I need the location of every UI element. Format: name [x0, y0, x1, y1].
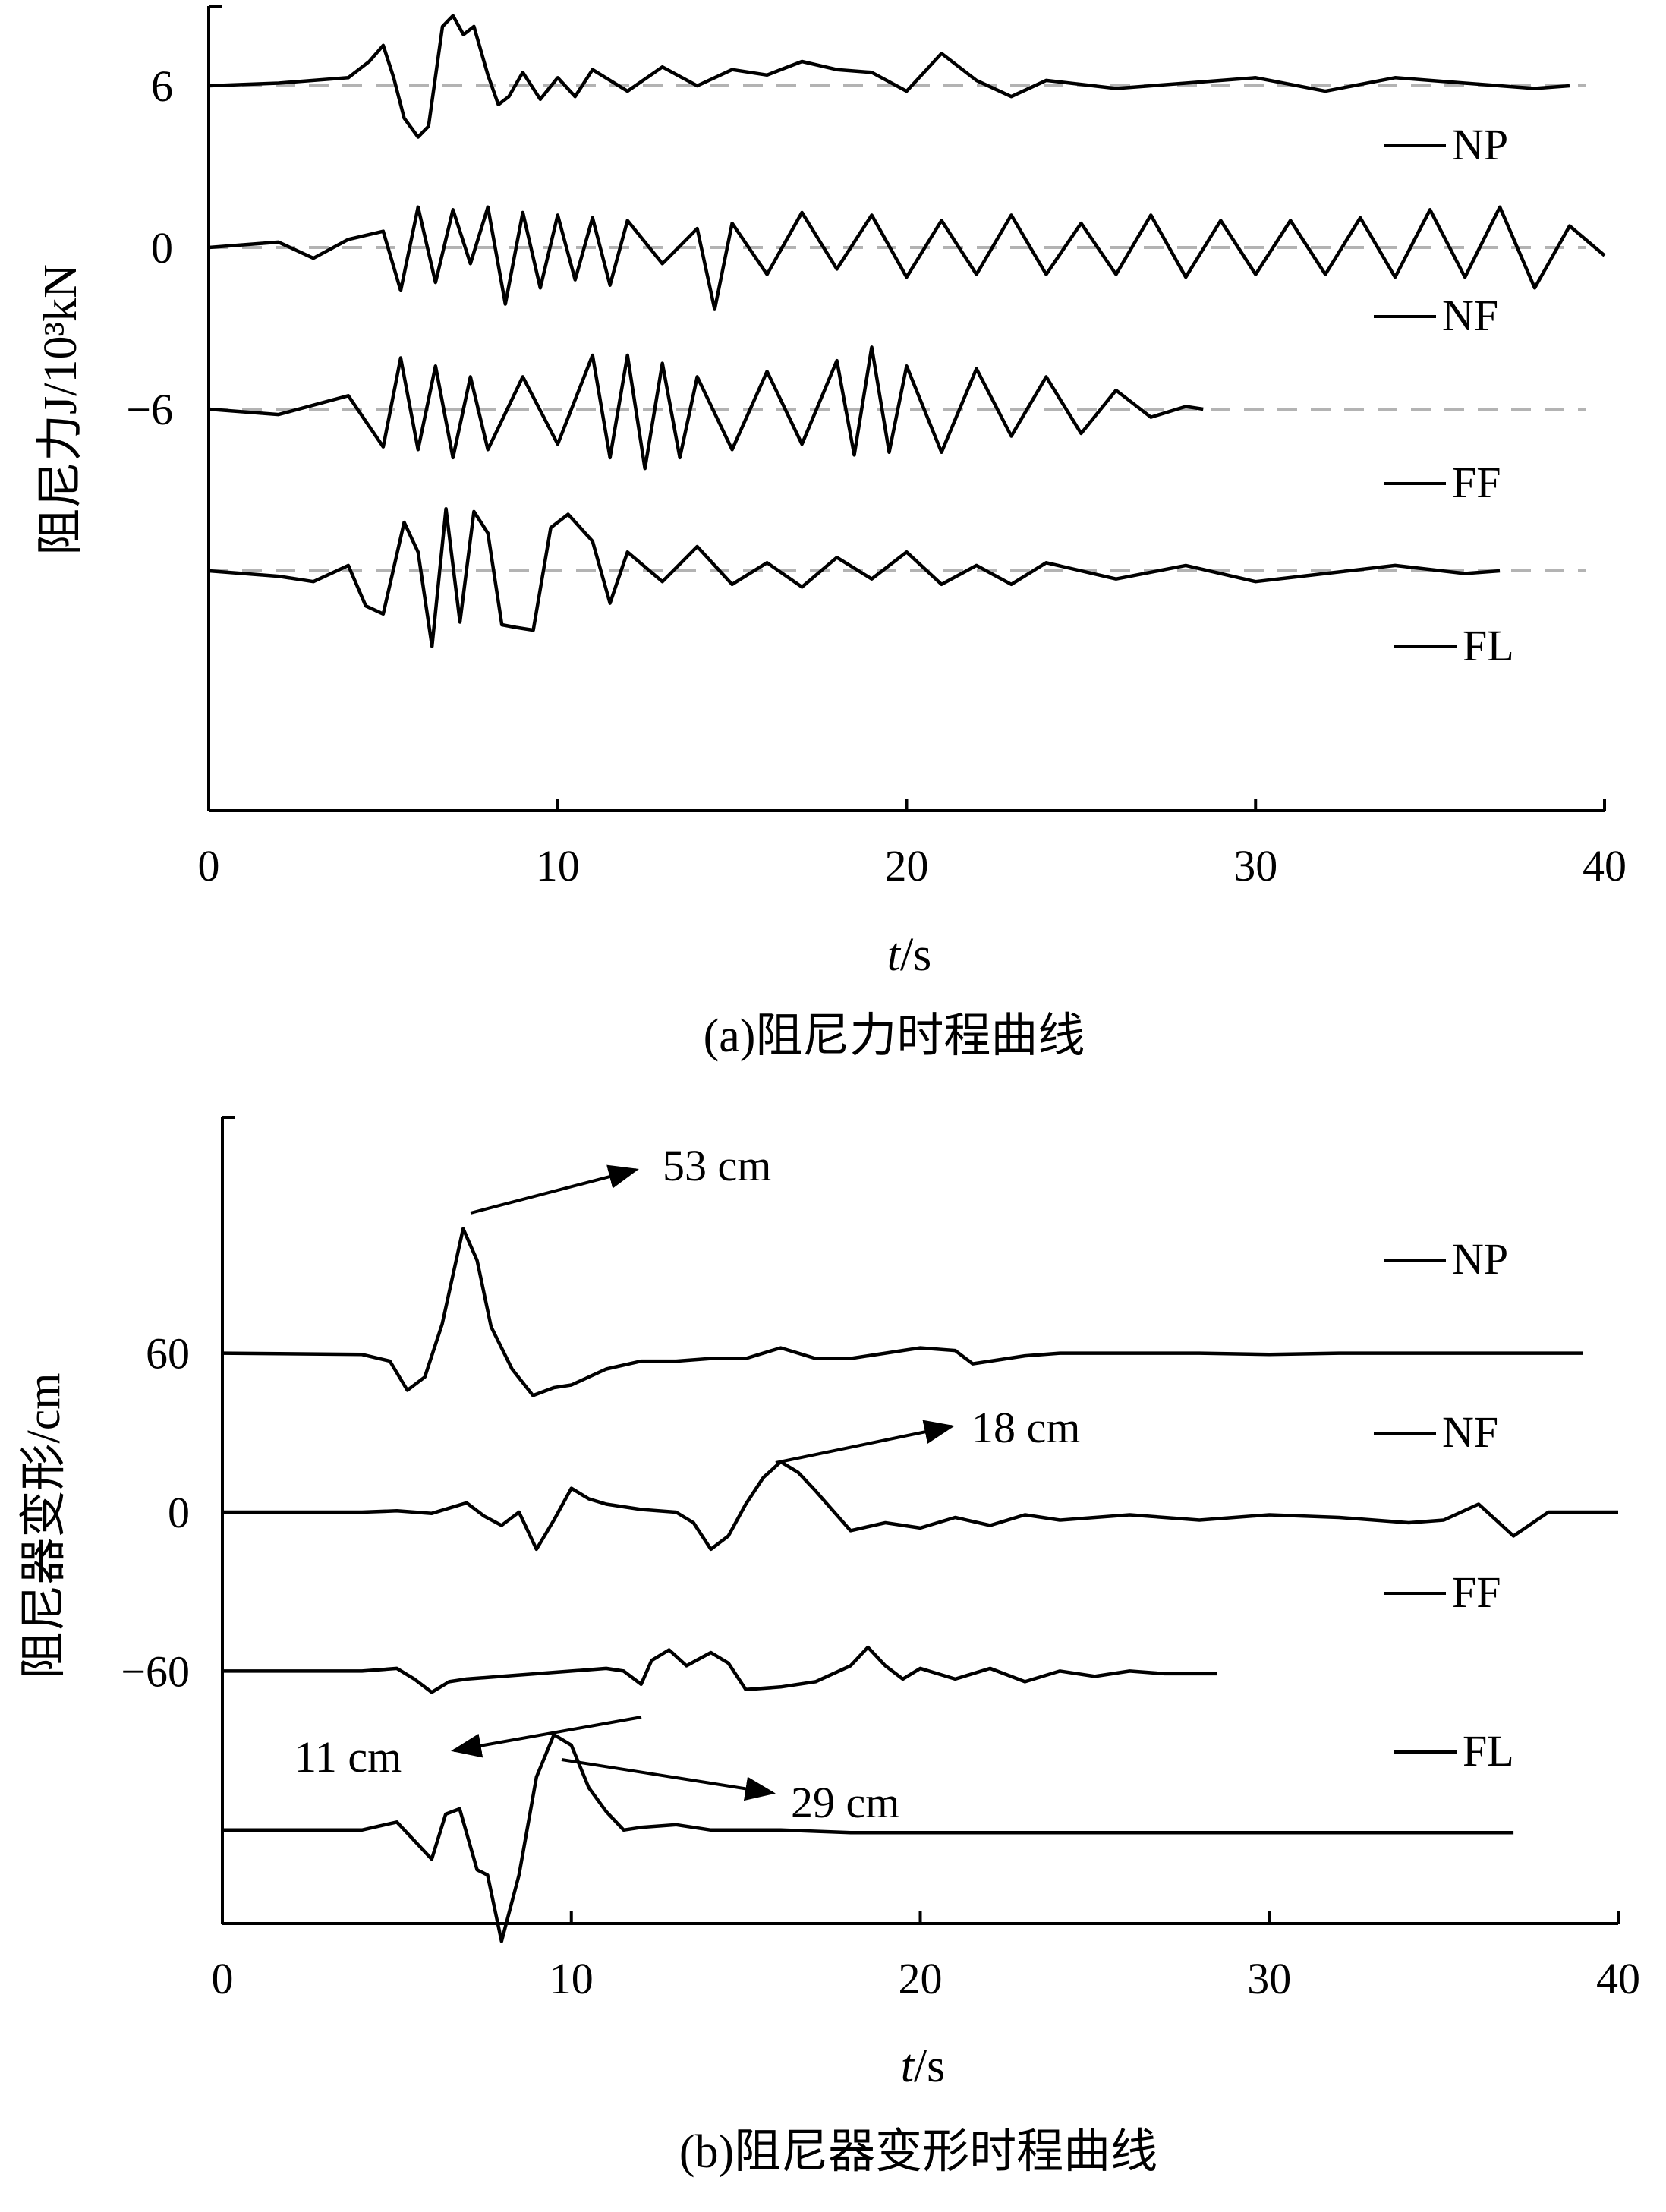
x-tick-label: 0 — [198, 841, 220, 890]
annotation-11cm-arrow — [451, 1716, 642, 1758]
a-reference-lines — [209, 84, 1586, 572]
legend-label-ff: FF — [1452, 458, 1501, 507]
a-x-ticks: 0 10 20 30 40 — [198, 799, 1627, 890]
y-tick-label: −6 — [126, 385, 173, 434]
b-y-label: 阻尼器变形/cm — [18, 1373, 70, 1679]
b-series-fl — [222, 1732, 1514, 1943]
a-y-label: 阻尼力J/10³kN — [35, 264, 87, 556]
chart-b: 0 10 20 30 40 60 0 −60 NP NF FF FL 53 cm 18 cm 11… — [18, 1116, 1640, 2178]
x-tick-label: 30 — [1233, 841, 1277, 890]
x-tick-label: 30 — [1247, 1954, 1291, 2003]
legend-label-nf: NF — [1442, 291, 1498, 340]
x-tick-label: 40 — [1583, 841, 1627, 890]
legend-label-fl: FL — [1463, 621, 1514, 670]
annotation-53cm: 53 cm — [663, 1141, 771, 1190]
legend-label-nf: NF — [1442, 1407, 1498, 1457]
annotation-29cm-arrow — [561, 1758, 776, 1801]
b-x-label: t/s — [901, 2040, 946, 2092]
a-series-np — [208, 14, 1570, 139]
y-tick-label: 6 — [151, 61, 173, 111]
y-tick-label: 0 — [151, 223, 173, 273]
y-tick-label: −60 — [121, 1646, 190, 1696]
annotation-29cm: 29 cm — [791, 1778, 899, 1827]
b-series-ff — [222, 1645, 1217, 1694]
annotation-11cm: 11 cm — [294, 1732, 402, 1782]
x-tick-label: 10 — [550, 1954, 594, 2003]
legend-label-np: NP — [1452, 120, 1508, 169]
a-series-ff — [208, 345, 1204, 471]
b-series-lines — [222, 1227, 1618, 1943]
b-series-np — [222, 1227, 1583, 1397]
x-tick-label: 0 — [212, 1954, 234, 2003]
b-y-ticks: 60 0 −60 — [121, 1329, 190, 1697]
y-tick-label: 0 — [168, 1488, 190, 1537]
b-caption: (b)阻尼器变形时程曲线 — [679, 2126, 1157, 2178]
x-tick-label: 20 — [899, 1954, 943, 2003]
b-x-ticks: 0 10 20 30 40 — [212, 1911, 1640, 2003]
x-tick-label: 40 — [1596, 1954, 1640, 2003]
a-legend: NP NF FF FL — [1374, 120, 1514, 670]
a-series-nf — [208, 205, 1606, 311]
y-tick-label: 60 — [146, 1329, 190, 1379]
annotation-18cm: 18 cm — [972, 1403, 1080, 1452]
chart-a: 0 10 20 30 40 6 0 −6 NP NF FF FL t/s 阻尼力J/10³kN (… — [35, 5, 1627, 1062]
x-tick-label: 20 — [885, 841, 929, 890]
annotation-18cm-arrow — [775, 1420, 955, 1464]
legend-label-fl: FL — [1463, 1726, 1514, 1776]
b-legend: NP NF FF FL — [1374, 1234, 1514, 1776]
a-series-fl — [208, 507, 1501, 648]
legend-label-np: NP — [1452, 1234, 1508, 1284]
annotation-53cm-arrow — [470, 1164, 639, 1215]
a-caption: (a)阻尼力时程曲线 — [704, 1010, 1085, 1062]
x-tick-label: 10 — [536, 841, 580, 890]
a-y-ticks: 6 0 −6 — [126, 61, 173, 434]
a-x-label: t/s — [887, 929, 932, 981]
a-series-lines — [208, 14, 1606, 648]
b-series-nf — [222, 1460, 1618, 1552]
legend-label-ff: FF — [1452, 1568, 1501, 1617]
